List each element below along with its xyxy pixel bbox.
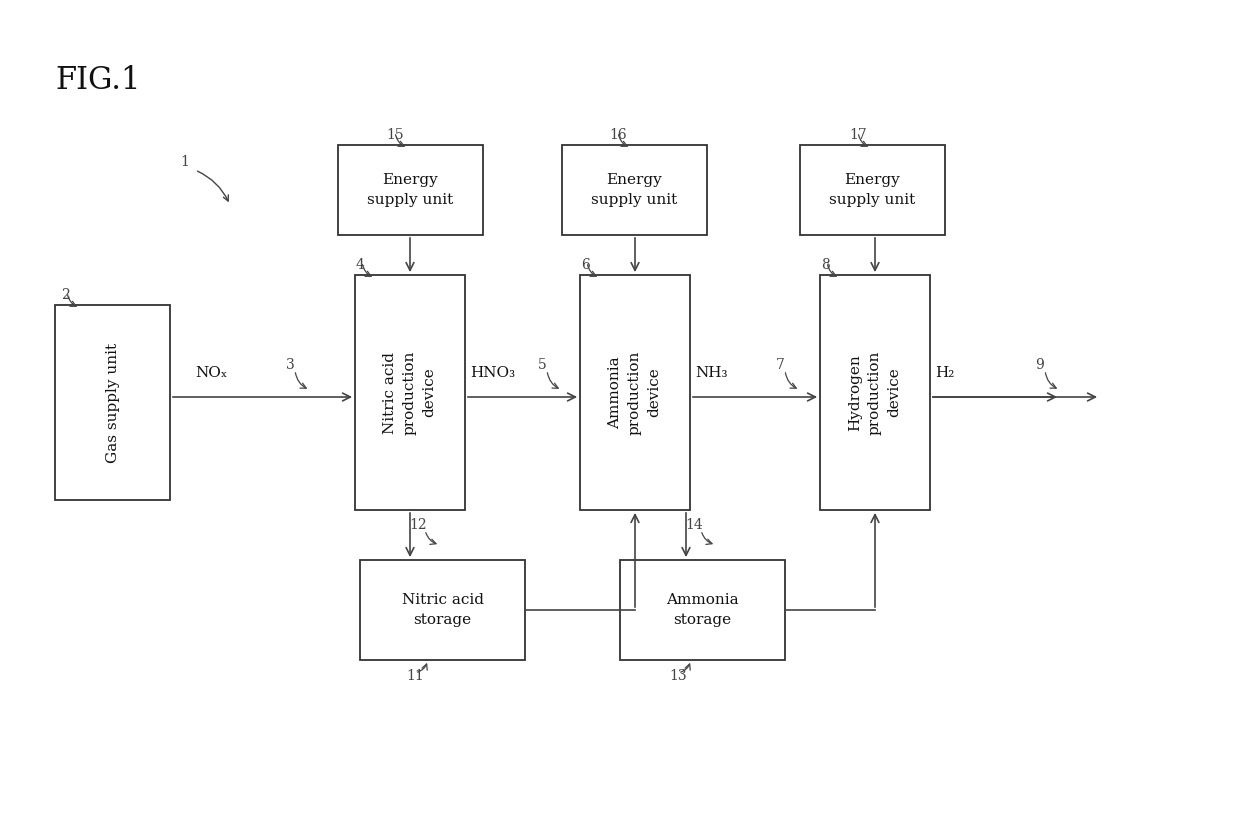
Text: 2: 2 [61,288,69,302]
Text: 16: 16 [609,128,626,142]
Text: Nitric acid
production
device: Nitric acid production device [383,351,436,435]
Text: Ammonia
storage: Ammonia storage [666,593,739,627]
Text: 17: 17 [849,128,867,142]
Text: 3: 3 [285,358,294,372]
Text: 1: 1 [181,155,190,169]
Text: 15: 15 [386,128,404,142]
Text: Hydrogen
production
device: Hydrogen production device [848,351,901,435]
Text: H₂: H₂ [935,366,955,380]
Text: HNO₃: HNO₃ [470,366,515,380]
Text: 7: 7 [775,358,785,372]
FancyBboxPatch shape [355,275,465,510]
FancyBboxPatch shape [55,305,170,500]
FancyBboxPatch shape [820,275,930,510]
Text: 11: 11 [407,669,424,683]
FancyBboxPatch shape [620,560,785,660]
FancyBboxPatch shape [562,145,707,235]
FancyBboxPatch shape [360,560,525,660]
Text: Ammonia
production
device: Ammonia production device [609,351,661,435]
Text: 6: 6 [580,258,589,272]
Text: 12: 12 [409,518,427,532]
Text: Energy
supply unit: Energy supply unit [591,173,677,207]
FancyBboxPatch shape [339,145,484,235]
Text: NOₓ: NOₓ [195,366,227,380]
Text: FIG.1: FIG.1 [55,65,140,96]
FancyBboxPatch shape [580,275,689,510]
Text: 13: 13 [670,669,687,683]
Text: Energy
supply unit: Energy supply unit [830,173,915,207]
FancyBboxPatch shape [800,145,945,235]
Text: Gas supply unit: Gas supply unit [105,342,119,463]
Text: Energy
supply unit: Energy supply unit [367,173,454,207]
Text: NH₃: NH₃ [694,366,728,380]
Text: 4: 4 [356,258,365,272]
Text: 9: 9 [1035,358,1044,372]
Text: 5: 5 [538,358,547,372]
Text: Nitric acid
storage: Nitric acid storage [402,593,484,627]
Text: 14: 14 [686,518,703,532]
Text: 8: 8 [821,258,830,272]
